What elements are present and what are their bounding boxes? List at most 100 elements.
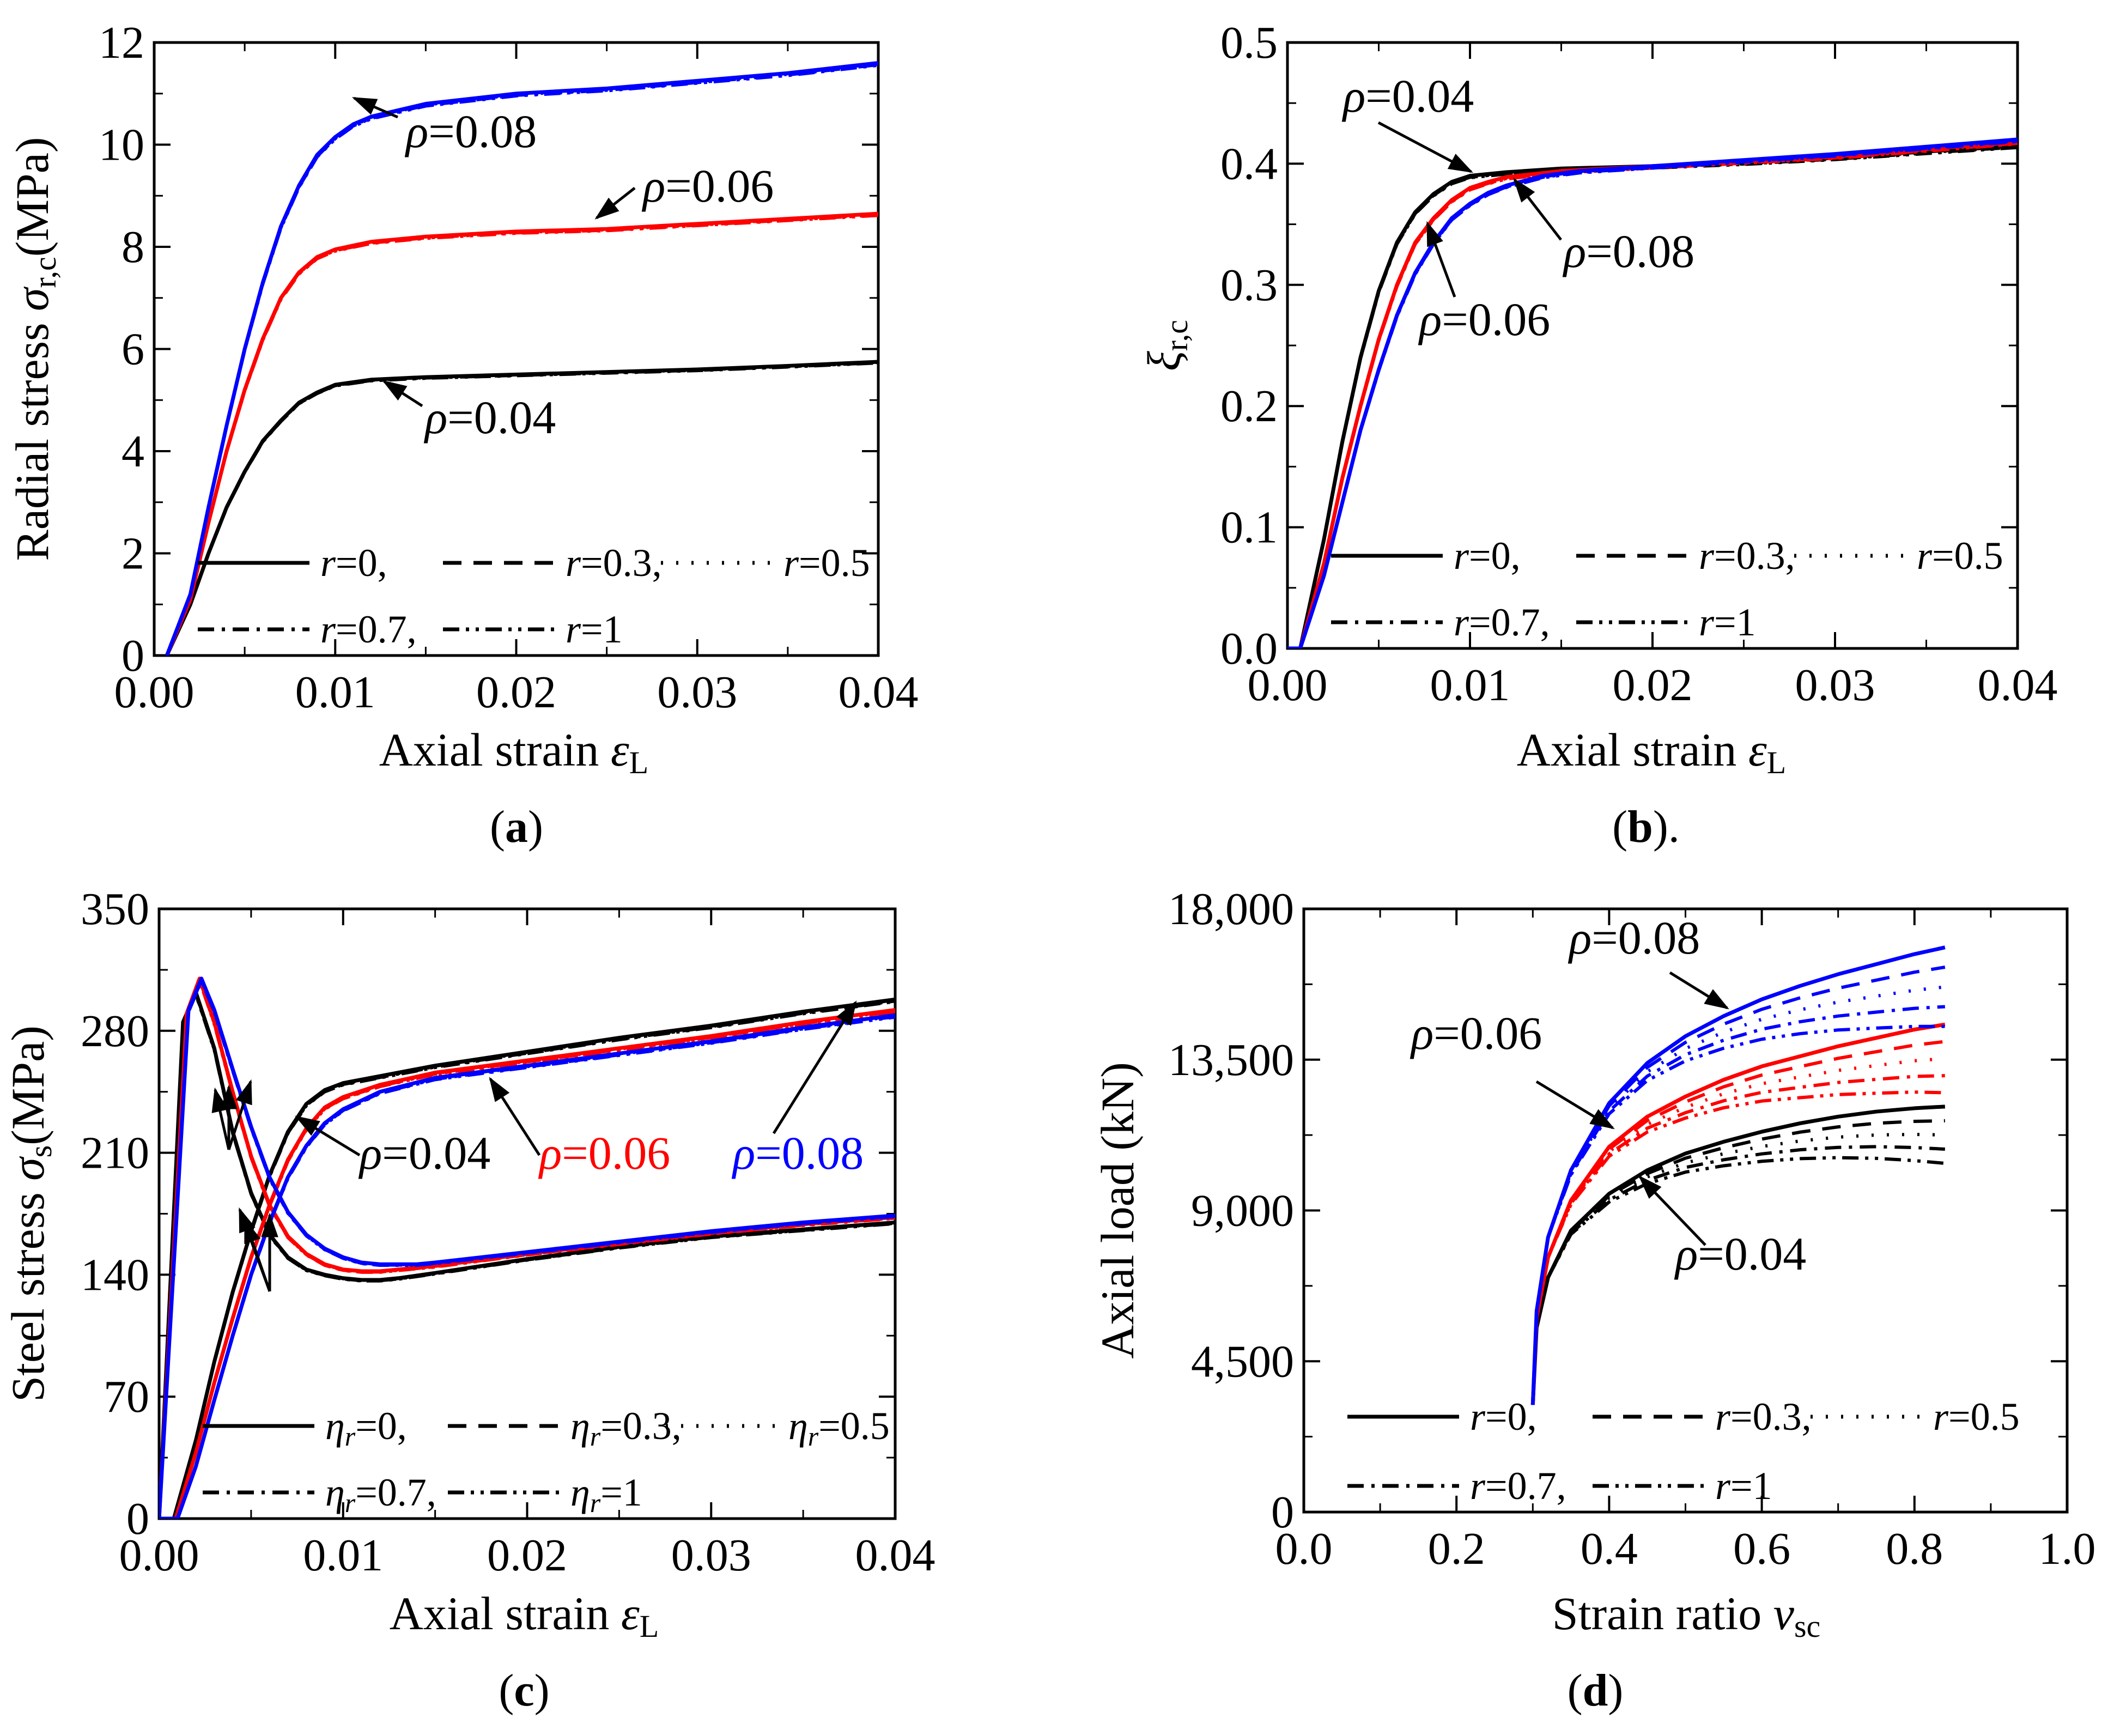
annotation-label: ρ=0.06 bbox=[641, 160, 774, 212]
series-line--0-04-dot bbox=[1287, 144, 2018, 648]
y-tick-label: 0.0 bbox=[1220, 623, 1278, 674]
legend-label: r=0.3, bbox=[1715, 1395, 1812, 1438]
legend-label: r=0.3, bbox=[566, 541, 662, 585]
legend-label: r=0.3, bbox=[1699, 534, 1795, 578]
x-axis-label: Axial strain εL bbox=[1517, 724, 1786, 780]
legend-label: r=1 bbox=[1699, 600, 1756, 644]
y-tick-label: 12 bbox=[99, 17, 144, 68]
y-tick-label: 4 bbox=[121, 426, 144, 477]
y-axis-label: ξr,c bbox=[1138, 320, 1194, 371]
x-tick-label: 0.00 bbox=[1248, 660, 1328, 711]
annotation-label: ρ=0.08 bbox=[1568, 912, 1700, 964]
legend-label: r=0, bbox=[1470, 1395, 1537, 1438]
legend-label: r=1 bbox=[566, 608, 623, 651]
legend: ηr=0, ηr=0.3, ηr=0.5 ηr=0.7, ηr=1 bbox=[203, 1404, 890, 1518]
series-line--0-04-dash bbox=[1287, 144, 2018, 648]
annotations: ρ=0.04 ρ=0.06 ρ=0.08 bbox=[211, 1000, 864, 1292]
x-axis-label: Strain ratio νsc bbox=[1552, 1587, 1821, 1644]
series-line--0-04-dashdot bbox=[1287, 145, 2018, 648]
legend-label: r=0.7, bbox=[1470, 1464, 1566, 1508]
legend-label: ηr=0.3, bbox=[570, 1404, 682, 1452]
panel-a: 0.00 0.01 0.02 0.03 0.04 0 2 4 6 8 10 12 Axial strai… bbox=[6, 17, 919, 852]
x-tick-label: 0.2 bbox=[1428, 1523, 1485, 1574]
series-line--0-06-dashdot bbox=[1287, 142, 2018, 648]
x-tick-label: 0.00 bbox=[114, 667, 195, 718]
series-line--0-08-dot bbox=[1531, 985, 1946, 1405]
legend: r=0, r=0.3, r=0.5 r=0.7, r=1 bbox=[1331, 534, 2003, 644]
series-line--0-06-solid bbox=[1530, 1022, 1946, 1405]
y-tick-label: 10 bbox=[99, 120, 144, 171]
y-tick-label: 4,500 bbox=[1191, 1336, 1294, 1387]
series-line--0-08-dashdot bbox=[1287, 139, 2018, 648]
series-line--0-08-solid bbox=[1530, 945, 1946, 1405]
series-group bbox=[165, 61, 878, 655]
annotation-arrow bbox=[1535, 1080, 1615, 1130]
annotation-arrow bbox=[1513, 178, 1562, 241]
x-tick-label: 0.01 bbox=[295, 667, 375, 718]
legend-label: r=1 bbox=[1715, 1464, 1772, 1508]
panel-d: 0.0 0.2 0.4 0.6 0.8 1.0 0 4,500 9,000 13,500 18,00… bbox=[1091, 884, 2096, 1716]
x-tick-label: 0.03 bbox=[1795, 660, 1875, 711]
annotation-label: ρ=0.08 bbox=[404, 105, 537, 157]
annotation-label: ρ=0.04 bbox=[358, 1127, 490, 1179]
panel-caption: (d) bbox=[1568, 1665, 1624, 1716]
series-line--0-08-L-s-dashdotdot bbox=[159, 979, 895, 1519]
series-line--0-04-s-dashdot bbox=[159, 999, 895, 1519]
legend-label: ηr=0, bbox=[325, 1404, 407, 1452]
sigma-L-arrow bbox=[211, 1087, 230, 1150]
panel-caption: (b). bbox=[1612, 802, 1680, 852]
x-axis-label: Axial strain εL bbox=[379, 724, 648, 780]
series-line--0-06-solid bbox=[1287, 139, 2018, 648]
annotation-arrow bbox=[382, 380, 423, 408]
y-axis-label: Radial stress σr,c(MPa) bbox=[6, 137, 63, 561]
x-tick-label: 0.01 bbox=[1430, 660, 1510, 711]
y-tick-label: 18,000 bbox=[1168, 884, 1294, 934]
x-tick-label: 0.02 bbox=[476, 667, 556, 718]
panel-b: 0.00 0.01 0.02 0.03 0.04 0.0 0.1 0.2 0.3 0.4 0.5 Ax… bbox=[1138, 17, 2058, 852]
series-line--0-06-L-s-dot bbox=[159, 978, 895, 1519]
y-tick-label: 0.3 bbox=[1220, 260, 1278, 311]
annotations: ρ=0.04 ρ=0.08ρ=0.06 bbox=[1341, 70, 1694, 345]
annotation-label: ρ=0.04 bbox=[1341, 70, 1474, 122]
series-group bbox=[1530, 945, 1946, 1405]
annotation-label: ρ=0.06 bbox=[538, 1127, 670, 1179]
legend: r=0, r=0.3, r=0.5 r=0.7, r=1 bbox=[198, 541, 870, 651]
y-axis-label: Steel stress σs(MPa) bbox=[2, 1025, 58, 1402]
y-tick-label: 2 bbox=[121, 529, 144, 579]
y-tick-label: 70 bbox=[104, 1371, 149, 1422]
annotation-arrow bbox=[295, 1115, 361, 1157]
annotation-arrow bbox=[1638, 1175, 1706, 1246]
legend-label: r=0, bbox=[320, 541, 387, 585]
x-tick-label: 0.04 bbox=[855, 1530, 935, 1581]
annotation-arrow bbox=[1669, 971, 1729, 1010]
y-tick-label: 210 bbox=[81, 1128, 149, 1179]
sigma-L-arrow bbox=[227, 1079, 252, 1150]
y-tick-label: 0.1 bbox=[1220, 502, 1278, 553]
y-tick-label: 140 bbox=[81, 1249, 149, 1300]
panel-caption: (a) bbox=[490, 802, 543, 852]
legend-label: ηr=0.7, bbox=[325, 1471, 436, 1518]
series-line--0-08-s-dashdotdot bbox=[159, 1015, 895, 1519]
x-tick-label: 0.04 bbox=[1978, 660, 2058, 711]
annotations: ρ=0.08 ρ=0.06 ρ=0.04 bbox=[351, 96, 774, 444]
series-line--0-06-dash bbox=[1287, 141, 2018, 648]
y-tick-label: 0 bbox=[1271, 1487, 1294, 1538]
legend-label: r=0.5 bbox=[1933, 1395, 2020, 1438]
y-tick-label: 9,000 bbox=[1191, 1186, 1294, 1236]
annotation-label: ρ=0.06 bbox=[1410, 1007, 1542, 1059]
annotation-arrow bbox=[351, 96, 399, 119]
series-line--0-06-dashdotdot bbox=[1531, 1090, 1945, 1405]
series-line--0-08-dashdotdot bbox=[1287, 139, 2018, 648]
annotation-arrow bbox=[594, 187, 636, 220]
y-tick-label: 0.2 bbox=[1220, 381, 1278, 432]
series-line--0-04-dashdotdot bbox=[1531, 1156, 1946, 1405]
series-line--0-08-dash bbox=[1531, 966, 1946, 1405]
annotation-label: ρ=0.06 bbox=[1418, 293, 1550, 345]
series-line--0-04-L-s-dashdotdot bbox=[159, 993, 895, 1519]
legend-label: r=0, bbox=[1454, 534, 1521, 578]
legend-label: r=0.7, bbox=[1454, 600, 1550, 644]
series-line--0-06-dash bbox=[1531, 1040, 1946, 1405]
series-line--0-08-dash bbox=[1287, 138, 2018, 648]
annotation-arrow bbox=[489, 1077, 541, 1156]
